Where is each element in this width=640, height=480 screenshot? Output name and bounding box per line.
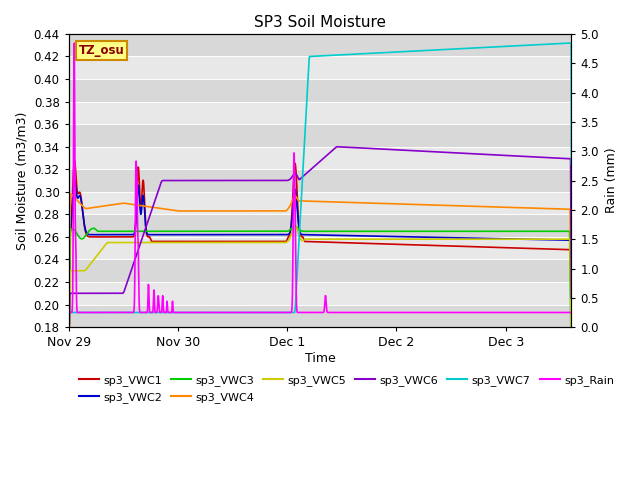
X-axis label: Time: Time: [305, 352, 335, 365]
Bar: [68, 260, 572, 282]
Bar: [68, 192, 572, 215]
Y-axis label: Soil Moisture (m3/m3): Soil Moisture (m3/m3): [15, 111, 28, 250]
Bar: [68, 147, 572, 169]
Bar: [68, 57, 572, 79]
Bar: [68, 79, 572, 102]
Bar: [68, 34, 572, 57]
Bar: [68, 237, 572, 260]
Text: TZ_osu: TZ_osu: [79, 44, 125, 57]
Bar: [68, 282, 572, 305]
Legend: sp3_VWC1, sp3_VWC2, sp3_VWC3, sp3_VWC4, sp3_VWC5, sp3_VWC6, sp3_VWC7, sp3_Rain: sp3_VWC1, sp3_VWC2, sp3_VWC3, sp3_VWC4, …: [74, 371, 618, 407]
Bar: [68, 169, 572, 192]
Bar: [68, 102, 572, 124]
Bar: [68, 215, 572, 237]
Bar: [68, 305, 572, 327]
Title: SP3 Soil Moisture: SP3 Soil Moisture: [254, 15, 386, 30]
Y-axis label: Rain (mm): Rain (mm): [605, 148, 618, 213]
Bar: [68, 124, 572, 147]
